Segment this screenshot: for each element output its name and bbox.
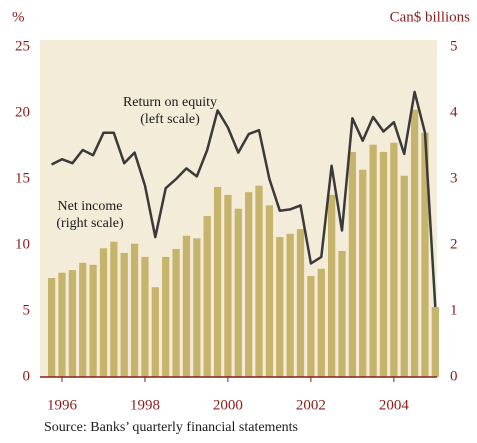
bar bbox=[431, 307, 439, 377]
bar bbox=[47, 278, 56, 377]
y-tick-label: 20 bbox=[15, 104, 30, 120]
annotation: (right scale) bbox=[56, 216, 124, 231]
bar bbox=[255, 185, 263, 377]
bar bbox=[296, 229, 305, 377]
bar bbox=[421, 132, 429, 377]
bar bbox=[89, 264, 97, 377]
bar bbox=[172, 248, 180, 377]
y2-tick-label: 5 bbox=[450, 38, 458, 54]
bar bbox=[120, 252, 128, 377]
y2-tick-label: 4 bbox=[450, 104, 458, 120]
bar bbox=[317, 268, 325, 377]
bar bbox=[213, 186, 222, 377]
bar bbox=[400, 175, 408, 377]
bar bbox=[390, 142, 398, 377]
x-tick-label: 1998 bbox=[130, 397, 160, 413]
bar bbox=[348, 151, 357, 377]
annotation: Return on equity bbox=[123, 95, 217, 110]
bar bbox=[193, 238, 201, 377]
y2-tick-label: 1 bbox=[450, 302, 458, 318]
bar bbox=[182, 235, 191, 377]
bar bbox=[99, 248, 108, 377]
annotation: (left scale) bbox=[140, 112, 200, 127]
x-tick-label: 2002 bbox=[296, 397, 326, 413]
bar bbox=[245, 192, 253, 377]
bar bbox=[130, 243, 139, 377]
bar bbox=[224, 194, 232, 377]
bar bbox=[265, 205, 274, 377]
x-tick-label: 2000 bbox=[213, 397, 243, 413]
y-tick-label: 5 bbox=[23, 302, 31, 318]
y-axis-label: % bbox=[12, 9, 25, 25]
bar bbox=[379, 151, 388, 377]
bar bbox=[234, 208, 242, 377]
bar bbox=[410, 109, 419, 377]
y2-axis-label: Can$ billions bbox=[390, 9, 471, 25]
bar bbox=[79, 262, 87, 377]
bar bbox=[68, 270, 76, 377]
bar bbox=[151, 287, 159, 377]
source: Source: Banks’ quarterly financial state… bbox=[44, 420, 298, 435]
y-tick-label: 15 bbox=[15, 170, 30, 186]
x-tick-label: 1996 bbox=[47, 397, 78, 413]
bar bbox=[359, 169, 367, 377]
bar bbox=[203, 215, 211, 377]
bar bbox=[162, 256, 170, 377]
bar bbox=[276, 237, 284, 377]
y2-tick-label: 3 bbox=[450, 170, 458, 186]
bar bbox=[286, 233, 294, 377]
x-tick-label: 2004 bbox=[379, 397, 410, 413]
bar bbox=[110, 241, 118, 377]
bar bbox=[369, 144, 377, 377]
bar bbox=[58, 272, 66, 377]
y-tick-label: 25 bbox=[15, 38, 30, 54]
y2-tick-label: 0 bbox=[450, 368, 458, 384]
bar bbox=[141, 256, 149, 377]
bar bbox=[338, 250, 346, 377]
y2-tick-label: 2 bbox=[450, 236, 458, 252]
line bbox=[51, 90, 437, 308]
y-tick-label: 0 bbox=[23, 368, 31, 384]
bar bbox=[328, 194, 336, 377]
bar bbox=[307, 276, 315, 377]
y-tick-label: 10 bbox=[15, 236, 30, 252]
annotation: Net income bbox=[58, 199, 123, 214]
